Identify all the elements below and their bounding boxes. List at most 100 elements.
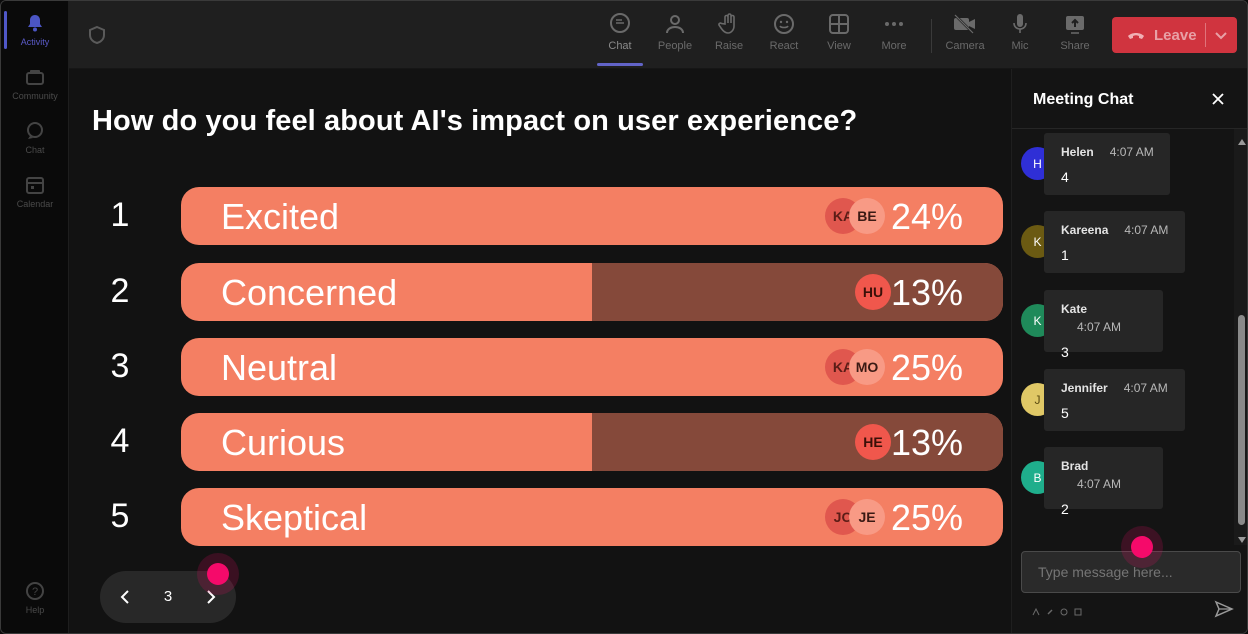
poll-option-row[interactable]: 4 Curious HE 13% [69, 413, 1011, 471]
scroll-down-icon[interactable] [1238, 531, 1246, 543]
smiley-icon [771, 11, 797, 37]
message-text: 3 [1061, 344, 1069, 360]
toolbar-view-label: View [827, 40, 851, 52]
rail-label-community: Community [12, 90, 58, 101]
option-percent: 13% [890, 422, 963, 463]
message-text: 5 [1061, 405, 1069, 421]
poll-stage: How do you feel about AI's impact on use… [69, 69, 1011, 633]
poll-option-row[interactable]: 2 Concerned HU 13% [69, 263, 1011, 321]
message-time: 4:07 AM [1123, 381, 1168, 395]
help-icon: ? [24, 580, 46, 602]
poll-option-row[interactable]: 5 Skeptical JO JE 25% [69, 488, 1011, 546]
option-number: 1 [110, 196, 130, 234]
toolbar-camera-label: Camera [945, 40, 985, 52]
toolbar-more-label: More [881, 40, 907, 52]
poll-option-row[interactable]: 1 Excited KA BE 24% [69, 187, 1011, 245]
toolbar-divider [931, 19, 932, 53]
chat-message: K Kate 4:07 AM 3 [1012, 290, 1234, 360]
option-bar[interactable]: Neutral KA MO 25% [181, 338, 1003, 396]
emoji-icon[interactable] [1060, 603, 1068, 616]
option-label: Excited [221, 196, 340, 237]
app-rail: Activity Community Chat Calendar ? Help [1, 1, 69, 633]
ellipsis-icon [881, 11, 907, 37]
toolbar-mic-label: Mic [1011, 40, 1029, 52]
toolbar-camera-button[interactable]: Camera [940, 11, 990, 61]
rail-active-indicator [4, 11, 7, 49]
scroll-up-icon[interactable] [1238, 133, 1246, 145]
send-icon[interactable] [1214, 599, 1234, 619]
message-bubble: Jennifer 4:07 AM 5 [1044, 369, 1185, 431]
toolbar-people-label: People [657, 40, 693, 52]
close-icon[interactable] [1208, 89, 1228, 109]
format-icon[interactable] [1032, 603, 1040, 616]
toolbar-raise-button[interactable]: Raise [704, 11, 754, 61]
toolbar-more-button[interactable]: More [869, 11, 919, 61]
avatar: JE [849, 499, 885, 535]
chevron-right-icon[interactable] [198, 585, 222, 609]
attach-icon[interactable] [1046, 603, 1054, 615]
rail-item-activity[interactable]: Activity [1, 3, 69, 55]
chat-message-input[interactable] [1021, 551, 1241, 593]
active-tab-indicator [597, 63, 643, 66]
option-number: 4 [110, 422, 130, 460]
message-bubble: Brad 4:07 AM 2 [1044, 447, 1163, 517]
chat-icon [607, 11, 633, 37]
message-bubble: Helen 4:07 AM 4 [1044, 133, 1170, 195]
camera-off-icon [952, 11, 978, 37]
sender-name: Jennifer [1061, 381, 1108, 395]
avatar: HE [855, 424, 891, 460]
option-bar[interactable]: Curious HE 13% [181, 413, 1003, 471]
chevron-down-icon[interactable] [1212, 26, 1230, 44]
rail-item-help[interactable]: ? Help [1, 571, 69, 623]
community-icon [24, 66, 46, 88]
avatar-initial: H [1033, 156, 1042, 171]
chat-message-list[interactable]: H Helen 4:07 AM 4 K Kareena 4:07 AM 1 [1012, 129, 1234, 545]
avatar: BE [849, 198, 885, 234]
poll-option-row[interactable]: 3 Neutral KA MO 25% [69, 338, 1011, 396]
chat-message: J Jennifer 4:07 AM 5 [1012, 369, 1234, 431]
share-icon [1062, 11, 1088, 37]
rail-item-chat[interactable]: Chat [1, 111, 69, 163]
leave-button[interactable]: Leave [1112, 17, 1237, 53]
option-number: 5 [110, 497, 130, 535]
rail-item-community[interactable]: Community [1, 57, 69, 109]
toolbar-react-button[interactable]: React [759, 11, 809, 61]
chat-header: Meeting Chat [1012, 69, 1247, 129]
scroll-thumb[interactable] [1238, 315, 1245, 525]
option-bar[interactable]: Excited KA BE 24% [181, 187, 1003, 245]
option-bar[interactable]: Concerned HU 13% [181, 263, 1003, 321]
avatar-initial: J [1034, 392, 1041, 407]
poll-question: How do you feel about AI's impact on use… [92, 105, 858, 137]
rail-label-calendar: Calendar [16, 198, 54, 209]
shield-icon[interactable] [87, 25, 107, 45]
toolbar-chat-button[interactable]: Chat [595, 11, 645, 61]
toolbar-share-button[interactable]: Share [1050, 11, 1100, 61]
toolbar-mic-button[interactable]: Mic [995, 11, 1045, 61]
chat-icon [24, 120, 46, 142]
mic-icon [1007, 11, 1033, 37]
chat-title: Meeting Chat [1033, 91, 1134, 108]
gif-icon[interactable] [1074, 603, 1082, 616]
option-bar[interactable]: Skeptical JO JE 25% [181, 488, 1003, 546]
chevron-left-icon[interactable] [114, 585, 138, 609]
chat-scrollbar[interactable] [1234, 129, 1247, 545]
avatar: MO [849, 349, 885, 385]
rail-item-calendar[interactable]: Calendar [1, 165, 69, 217]
people-icon [662, 11, 688, 37]
svg-text:?: ? [32, 586, 38, 598]
toolbar-people-button[interactable]: People [650, 11, 700, 61]
avatar-initial: B [1033, 470, 1042, 485]
message-bubble: Kate 4:07 AM 3 [1044, 290, 1163, 360]
hand-icon [716, 11, 742, 37]
page-number: 3 [163, 588, 173, 605]
toolbar-view-button[interactable]: View [814, 11, 864, 61]
option-label: Curious [221, 422, 346, 463]
message-bubble: Kareena 4:07 AM 1 [1044, 211, 1185, 273]
message-text: 2 [1061, 501, 1069, 517]
meeting-chat-panel: Meeting Chat H Helen 4:07 AM 4 K [1011, 69, 1247, 633]
option-label: Skeptical [221, 497, 368, 538]
pointer-indicator [207, 563, 229, 585]
message-time: 4:07 AM [1109, 145, 1154, 159]
toolbar-share-label: Share [1060, 40, 1090, 52]
